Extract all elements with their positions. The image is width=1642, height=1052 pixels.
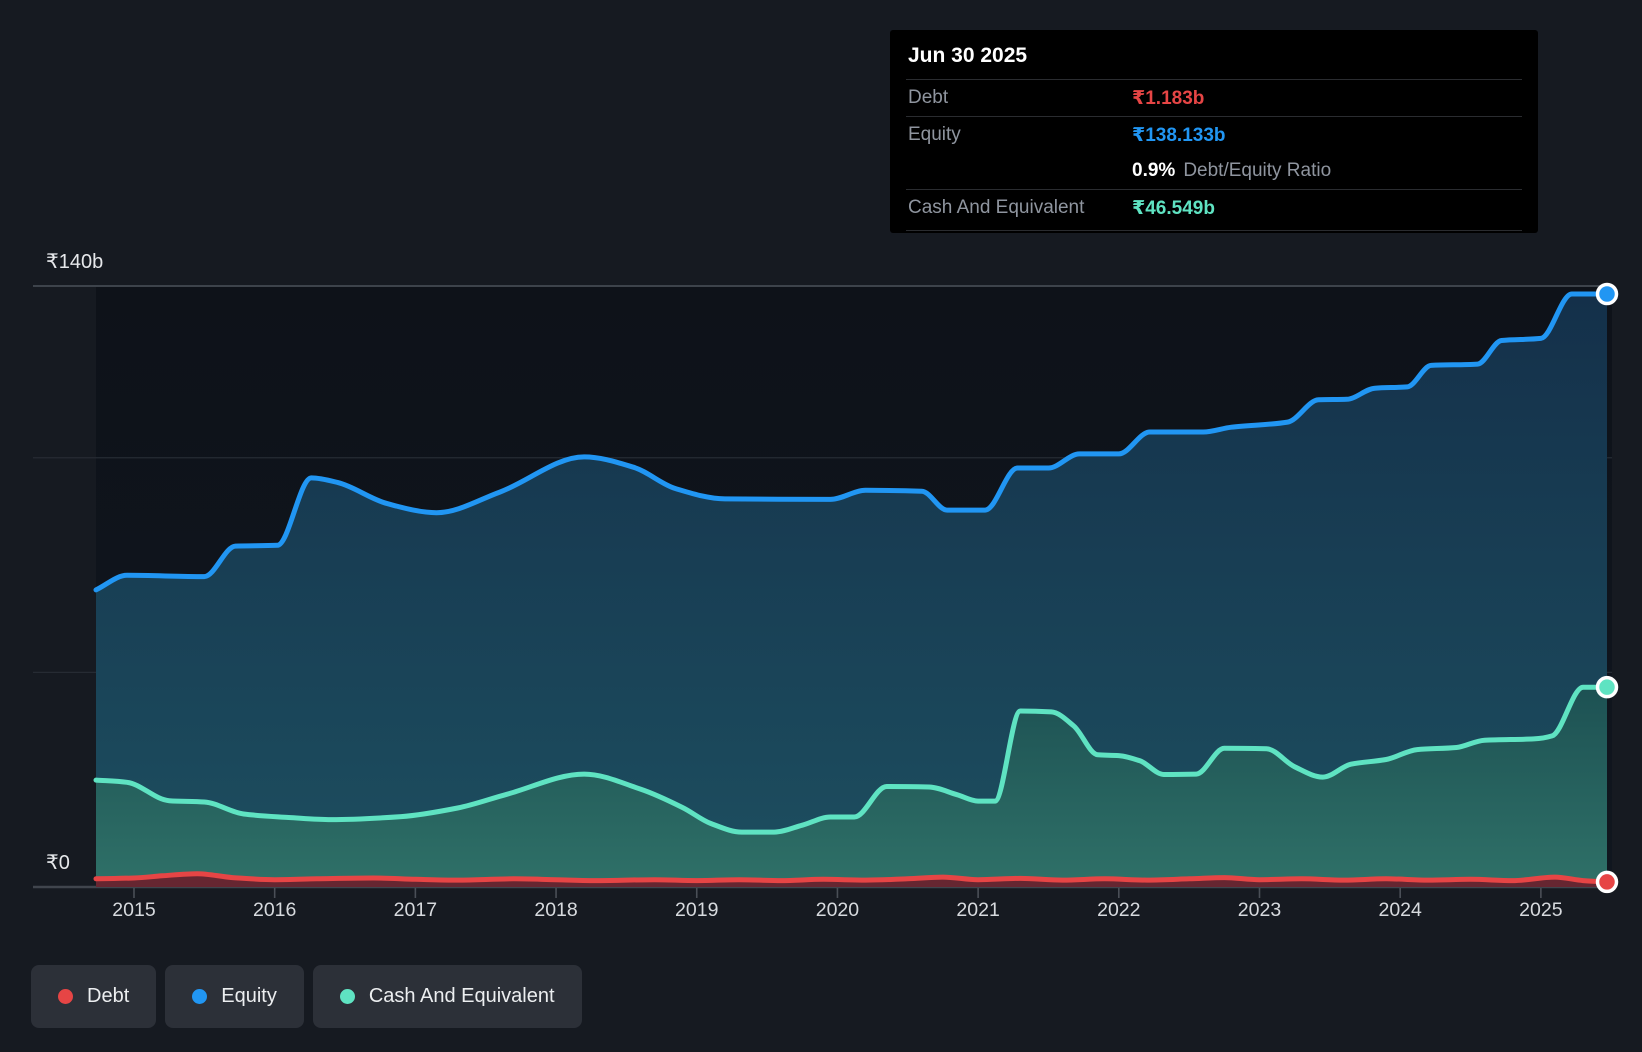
legend-item-cash[interactable]: Cash And Equivalent xyxy=(312,965,582,1028)
y-axis-label-140: ₹140b xyxy=(46,251,103,273)
equity-line xyxy=(93,291,1610,593)
chart-tooltip: Jun 30 2025 Debt ₹1.183b Equity ₹138.133… xyxy=(890,30,1538,233)
x-axis-label-2018: 2018 xyxy=(534,899,577,921)
tooltip-ratio: 0.9% Debt/Equity Ratio xyxy=(1132,160,1331,182)
cash-dot-icon xyxy=(339,989,355,1004)
x-axis-label-2024: 2024 xyxy=(1378,899,1422,921)
tooltip-date: Jun 30 2025 xyxy=(908,44,1028,67)
debt-dot-icon xyxy=(58,989,73,1004)
equity-area xyxy=(96,294,1607,887)
x-axis-label-2016: 2016 xyxy=(253,899,296,921)
plot-hover-area[interactable] xyxy=(96,286,1612,887)
tooltip-bottom-separator xyxy=(906,230,1522,231)
x-axis-label-2015: 2015 xyxy=(112,899,156,921)
y-axis-label-0: ₹0 xyxy=(46,852,70,874)
x-axis-label-2020: 2020 xyxy=(816,899,860,921)
tooltip-cash-value: ₹46.549b xyxy=(1132,197,1215,219)
chart-legend: Debt Equity Cash And Equivalent xyxy=(31,965,582,1028)
tooltip-ratio-label: Debt/Equity Ratio xyxy=(1183,160,1332,181)
equity-end-marker xyxy=(1595,282,1619,306)
debt-line xyxy=(93,871,1610,885)
x-axis-label-2025: 2025 xyxy=(1519,899,1563,921)
legend-cash-label: Cash And Equivalent xyxy=(368,985,555,1007)
tooltip-row-cash: Cash And Equivalent ₹46.549b xyxy=(906,189,1522,226)
legend-item-debt[interactable]: Debt xyxy=(31,965,157,1028)
tooltip-debt-value: ₹1.183b xyxy=(1132,87,1205,109)
x-axis-label-2021: 2021 xyxy=(956,899,999,921)
debt-end-marker xyxy=(1595,870,1619,894)
cash-area xyxy=(96,687,1607,887)
tooltip-equity-value: ₹138.133b xyxy=(1132,124,1226,146)
cash-line xyxy=(93,684,1610,835)
x-axis-label-2022: 2022 xyxy=(1097,899,1140,921)
x-axis-label-2019: 2019 xyxy=(675,899,718,921)
tooltip-equity-label: Equity xyxy=(908,124,961,145)
equity-dot-icon xyxy=(192,989,208,1004)
tooltip-row-debt: Debt ₹1.183b xyxy=(906,79,1522,116)
cash-end-marker xyxy=(1595,675,1619,699)
legend-debt-label: Debt xyxy=(87,985,130,1007)
tooltip-debt-label: Debt xyxy=(908,87,949,108)
x-axis-label-2023: 2023 xyxy=(1238,899,1281,921)
tooltip-row-equity: Equity ₹138.133b xyxy=(906,116,1522,153)
legend-equity-label: Equity xyxy=(221,985,277,1007)
x-axis-label-2017: 2017 xyxy=(394,899,437,921)
tooltip-ratio-value: 0.9% xyxy=(1132,160,1176,181)
tooltip-row-ratio: 0.9% Debt/Equity Ratio xyxy=(906,153,1522,189)
tooltip-cash-label: Cash And Equivalent xyxy=(908,197,1085,218)
legend-item-equity[interactable]: Equity xyxy=(165,965,304,1028)
